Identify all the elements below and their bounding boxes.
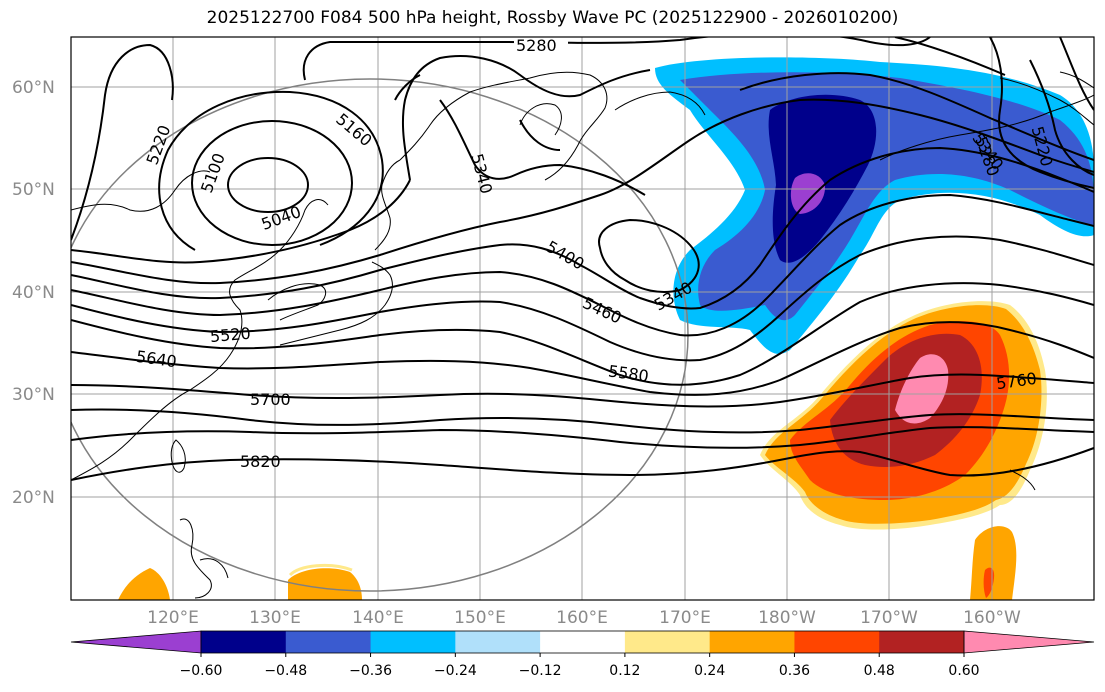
lat-label: 60°N: [12, 78, 55, 98]
lon-label: 160°E: [556, 608, 608, 628]
colorbar-tick-label: 0.36: [779, 663, 810, 679]
graticule: [71, 37, 1094, 600]
colorbar-tick-label: 0.12: [609, 663, 640, 679]
negative-anomaly-region: [655, 57, 1094, 354]
colorbar: [70, 630, 1095, 654]
colorbar-tick-label: −0.24: [434, 663, 477, 679]
lon-label: 170°E: [659, 608, 711, 628]
colorbar-segment: [794, 631, 880, 653]
colorbar-tick-label: −0.12: [519, 663, 562, 679]
lon-label: 120°E: [147, 608, 199, 628]
positive-anomaly-region: [118, 301, 1047, 600]
contour-label: 5700: [250, 390, 291, 409]
colorbar-border: [200, 630, 965, 654]
colorbar-tick-label: 0.48: [864, 663, 895, 679]
lon-label: 180°W: [758, 608, 816, 628]
colorbar-segment: [455, 631, 541, 653]
contour-label: 5520: [209, 324, 251, 346]
colorbar-extend-low: [70, 630, 202, 654]
longitude-labels: 120°E 130°E 140°E 150°E 160°E 170°E 180°…: [147, 608, 1021, 628]
lon-label: 130°E: [249, 608, 301, 628]
colorbar-tick-label: −0.36: [349, 663, 392, 679]
lon-label: 150°E: [454, 608, 506, 628]
latitude-labels: 60°N 50°N 40°N 30°N 20°N: [12, 78, 55, 508]
lat-label: 40°N: [12, 283, 55, 303]
lat-label: 50°N: [12, 180, 55, 200]
lon-label: 140°E: [352, 608, 404, 628]
colorbar-tick-label: −0.48: [264, 663, 307, 679]
colorbar-segment: [201, 631, 287, 653]
colorbar-segment: [624, 631, 711, 653]
lon-label: 160°W: [963, 608, 1021, 628]
colorbar-tick-label: 0.24: [694, 663, 725, 679]
map-frame: [70, 36, 1095, 601]
lat-label: 30°N: [12, 385, 55, 405]
height-contours: [71, 37, 1094, 481]
colorbar-extend-high: [963, 630, 1095, 654]
contour-label: 5820: [240, 452, 281, 471]
colorbar-tick-label: −0.60: [180, 663, 223, 679]
chart-title: 2025122700 F084 500 hPa height, Rossby W…: [206, 8, 899, 28]
colorbar-segment: [285, 631, 372, 653]
lon-label: 170°W: [860, 608, 918, 628]
contour-label: 5280: [516, 36, 557, 55]
colorbar-segment: [540, 631, 626, 653]
colorbar-segment: [879, 631, 965, 653]
lat-label: 20°N: [12, 488, 55, 508]
colorbar-tick-label: 0.60: [948, 663, 979, 679]
colorbar-tick-labels: −0.60 −0.48 −0.36 −0.24 −0.12 0.12 0.24 0.36 0.4…: [180, 653, 980, 679]
colorbar-segment: [370, 631, 456, 653]
colorbar-segment: [709, 631, 795, 653]
